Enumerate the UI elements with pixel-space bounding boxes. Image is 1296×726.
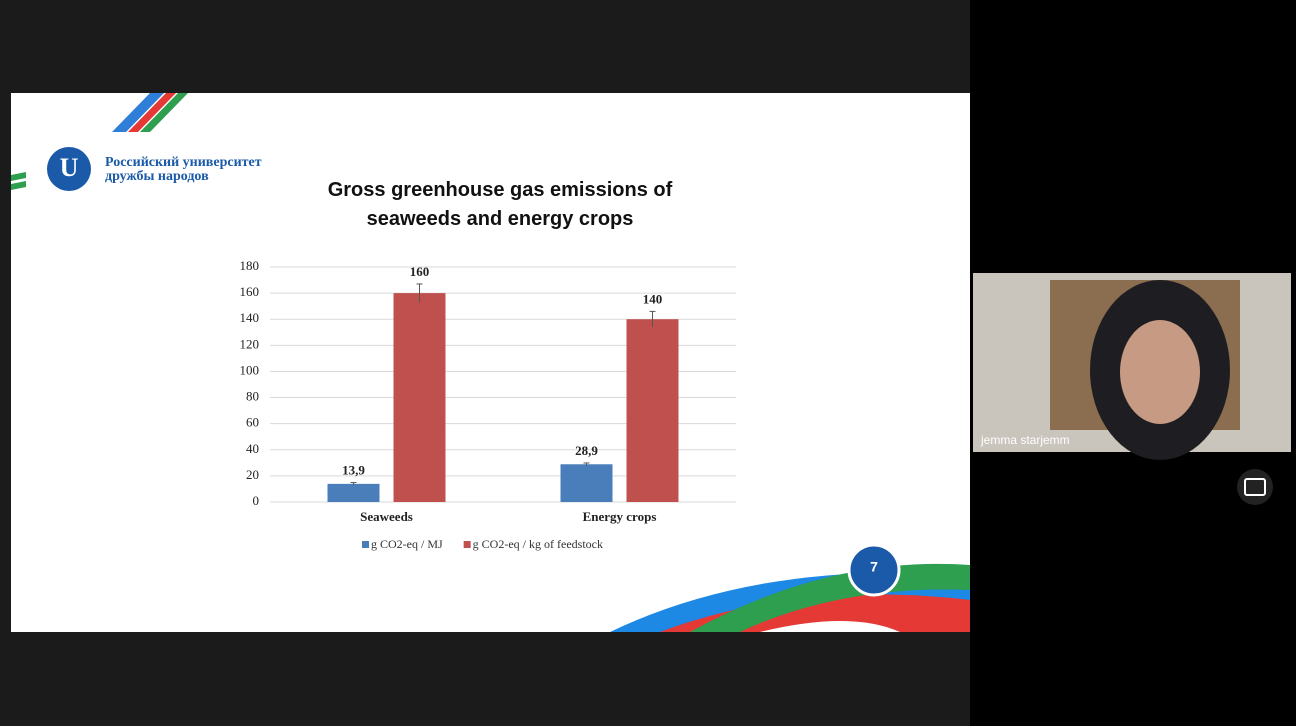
x-tick-label: Energy crops (583, 509, 657, 524)
y-tick-label: 160 (240, 284, 260, 299)
participant-name: jemma starjemm (980, 433, 1070, 447)
data-label: 28,9 (575, 443, 598, 458)
legend-swatch (463, 541, 471, 548)
y-tick-label: 60 (246, 415, 259, 430)
bar (393, 293, 446, 502)
logo-mark: U (60, 153, 79, 182)
bar (626, 319, 679, 502)
page-badge (847, 543, 901, 597)
pip-icon (1244, 478, 1266, 496)
y-tick-label: 100 (240, 362, 260, 377)
legend-label: g CO2-eq / kg of feedstock (473, 537, 603, 551)
data-label: 13,9 (342, 463, 365, 478)
y-tick-label: 0 (253, 493, 260, 508)
legend-swatch (362, 541, 369, 548)
decor (760, 621, 900, 632)
logo (47, 147, 91, 191)
bar (560, 464, 613, 502)
y-tick-label: 120 (240, 336, 260, 351)
y-tick-label: 140 (240, 310, 260, 325)
chart-title: Gross greenhouse gas emissions of seawee… (327, 179, 673, 230)
page-number: 7 (870, 559, 878, 575)
x-tick-label: Seaweeds (360, 509, 413, 524)
university-name: дружбы народов (105, 169, 209, 184)
data-label: 160 (410, 264, 430, 279)
decor (128, 93, 176, 132)
slide (11, 93, 970, 632)
pip-button[interactable] (1237, 469, 1273, 505)
y-tick-label: 180 (240, 258, 260, 273)
data-label: 140 (643, 291, 663, 306)
decor (11, 172, 26, 190)
face (1120, 320, 1200, 424)
bar (327, 483, 380, 502)
y-tick-label: 20 (246, 467, 259, 482)
legend-label: g CO2-eq / MJ (371, 537, 443, 551)
decor (140, 93, 188, 132)
y-tick-label: 80 (246, 389, 259, 404)
decor (112, 93, 164, 132)
decor (690, 563, 970, 632)
university-name: Российский университет (105, 155, 262, 170)
y-tick-label: 40 (246, 441, 259, 456)
